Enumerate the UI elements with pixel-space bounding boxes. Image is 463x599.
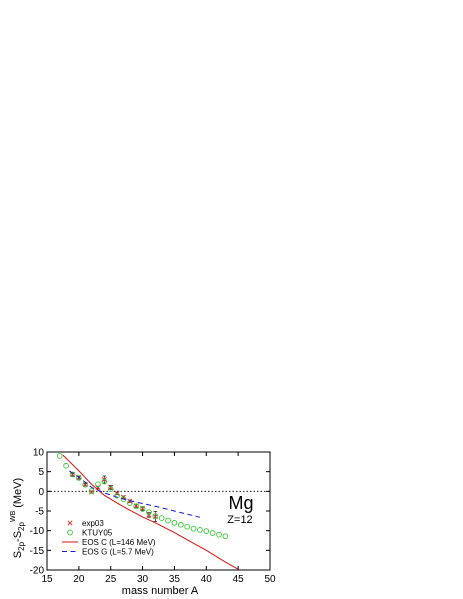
data-point [158, 515, 165, 521]
y-tick-label: 0 [38, 487, 44, 498]
data-point [101, 478, 108, 485]
x-axis-title: mass number A [122, 585, 199, 597]
charge-label: Z=12 [227, 514, 252, 526]
data-point [63, 462, 69, 469]
legend-swatch [67, 529, 73, 536]
data-point [133, 503, 140, 510]
series-line [62, 454, 239, 570]
series-line [69, 470, 201, 518]
y-tick-label: -20 [30, 566, 45, 577]
x-tick-label: 15 [41, 574, 53, 585]
data-point [216, 531, 222, 538]
x-marker [89, 489, 95, 495]
data-point [88, 488, 95, 494]
series-eos-g-l-5-7-mev [69, 470, 201, 518]
x-tick-label: 40 [201, 574, 213, 585]
data-point [56, 453, 63, 459]
y-axis-title: S2p-S2pWB(MeV) [10, 478, 26, 558]
y-axis-title-sub1: 2p [17, 541, 26, 550]
x-tick-label: 45 [233, 574, 245, 585]
data-point [108, 484, 114, 490]
data-point [184, 523, 191, 530]
data-point [76, 475, 82, 481]
x-tick-label: 50 [264, 574, 276, 585]
legend-item: EOS C (L=146 MeV) [62, 538, 156, 547]
data-point [203, 528, 210, 534]
data-point [209, 530, 216, 536]
y-axis-title-main: S [12, 551, 24, 558]
data-point [146, 509, 152, 516]
y-axis-title-unit: (MeV) [12, 478, 24, 508]
y-axis-title-sup: WB [10, 510, 17, 522]
data-point [139, 506, 146, 512]
y-tick-label: 10 [33, 448, 45, 459]
legend-item: EOS G (L=5.7 MeV) [62, 548, 154, 557]
data-point [190, 525, 197, 532]
y-tick-label: -10 [30, 526, 45, 537]
y-tick-label: -5 [35, 507, 44, 518]
data-point [152, 510, 158, 523]
data-point [171, 519, 178, 526]
x-marker [108, 484, 114, 490]
data-point [222, 533, 229, 540]
series-ktuy05 [56, 453, 229, 540]
x-marker-stroke [67, 520, 73, 526]
data-point [114, 492, 120, 499]
x-tick-label: 30 [137, 574, 149, 585]
series-eos-c-l-146-mev [62, 454, 239, 570]
series-group [56, 453, 239, 570]
x-tick-label: 25 [105, 574, 117, 585]
data-point [152, 513, 159, 519]
data-point [107, 486, 114, 492]
axes-group: 15 20 25 30 35 40 45 50 -20 -15 -10 -5 0 5 10 [30, 448, 276, 586]
element-label: Mg [228, 493, 253, 513]
data-point [165, 517, 171, 524]
data-point [177, 521, 184, 528]
x-marker-stroke [108, 484, 114, 490]
x-marker-stroke [89, 489, 95, 495]
legend-item: KTUY05 [67, 529, 113, 538]
x-tick-label: 20 [73, 574, 85, 585]
data-point [69, 471, 76, 478]
legend-item: exp03 [67, 519, 104, 528]
legend-label: KTUY05 [82, 529, 113, 538]
series-exp03 [69, 471, 158, 523]
y-axis-title-sub2: 2p [17, 521, 26, 530]
legend-swatch [67, 520, 73, 526]
data-point [197, 527, 203, 533]
y-tick-label: 5 [38, 467, 44, 478]
data-point [95, 481, 101, 488]
y-tick-label: -15 [30, 546, 45, 557]
svg-text:S2p-S2pWB(MeV): S2p-S2pWB(MeV) [10, 478, 26, 558]
y-axis-title-dash: -S [12, 531, 24, 542]
x-tick-label: 35 [169, 574, 181, 585]
legend-label: exp03 [82, 519, 104, 528]
legend-label: EOS G (L=5.7 MeV) [82, 548, 154, 557]
legend-label: EOS C (L=146 MeV) [82, 538, 156, 547]
